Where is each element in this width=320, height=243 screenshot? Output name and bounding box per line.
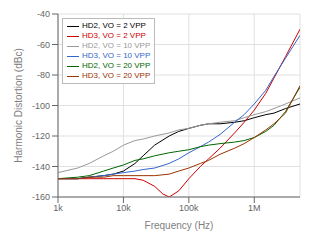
svg-text:100k: 100k — [179, 203, 199, 213]
svg-text:-140: -140 — [32, 162, 50, 172]
svg-text:-120: -120 — [32, 131, 50, 141]
svg-text:-100: -100 — [32, 101, 50, 111]
svg-text:-40: -40 — [37, 9, 50, 19]
html-text:HD3, VO = 2 VPP: HD3, VO = 2 VPP — [82, 31, 146, 40]
html-text:HD3, VO = 10 VPP: HD3, VO = 10 VPP — [82, 51, 151, 60]
svg-text:1k: 1k — [53, 203, 63, 213]
svg-text:-80: -80 — [37, 70, 50, 80]
html-text:HD2, VO = 20 VPP: HD2, VO = 20 VPP — [82, 61, 151, 70]
svg-text:Harmonic Distortion (dBc): Harmonic Distortion (dBc) — [13, 48, 24, 162]
html-text:HD3, VO = 20 VPP: HD3, VO = 20 VPP — [82, 71, 151, 80]
svg-text:Frequency (Hz): Frequency (Hz) — [145, 220, 214, 231]
html-text:HD2, VO = 10 VPP: HD2, VO = 10 VPP — [82, 41, 151, 50]
svg-text:1M: 1M — [248, 203, 261, 213]
svg-text:-60: -60 — [37, 40, 50, 50]
svg-text:-160: -160 — [32, 192, 50, 202]
svg-text:10k: 10k — [116, 203, 131, 213]
html-text:HD2, VO = 2 VPP: HD2, VO = 2 VPP — [82, 21, 146, 30]
